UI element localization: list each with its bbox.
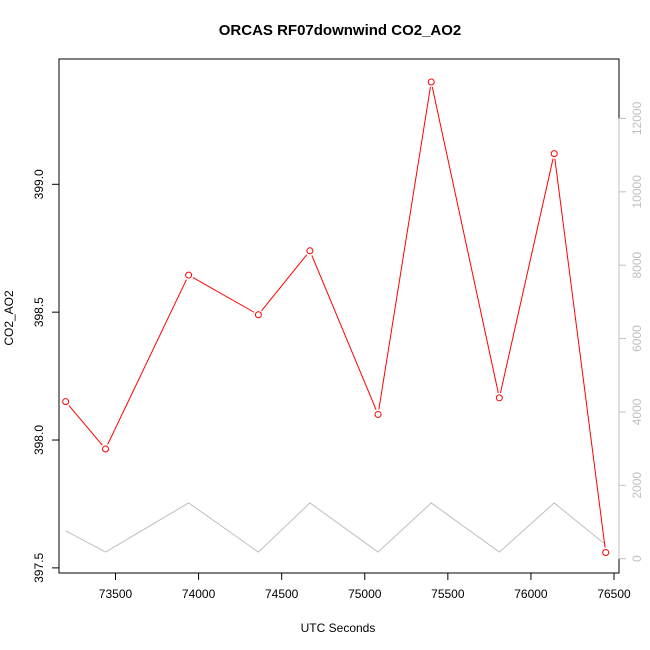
series-segment bbox=[192, 277, 255, 313]
data-point bbox=[62, 398, 70, 406]
y-axis-label: CO2_AO2 bbox=[2, 290, 16, 346]
series-segment bbox=[378, 86, 431, 410]
x-tick-label: 73500 bbox=[99, 587, 133, 601]
y2-tick-label: 10000 bbox=[630, 175, 644, 209]
y2-tick-label: 8000 bbox=[630, 252, 644, 279]
data-point bbox=[602, 549, 610, 557]
y2-tick-label: 4000 bbox=[630, 398, 644, 425]
series-layer bbox=[62, 78, 610, 557]
y2-tick-label: 12000 bbox=[630, 101, 644, 135]
x-tick-label: 76000 bbox=[514, 587, 548, 601]
y-tick-label: 398.0 bbox=[32, 425, 46, 455]
plot-frame bbox=[58, 58, 620, 574]
x-tick-label: 75500 bbox=[431, 587, 465, 601]
series-segment bbox=[68, 405, 103, 446]
series-segment bbox=[431, 86, 499, 394]
data-point bbox=[550, 150, 558, 158]
series-line-secondary bbox=[65, 502, 607, 553]
y2-tick-label: 2000 bbox=[630, 472, 644, 499]
y2-tick-label: 6000 bbox=[630, 325, 644, 352]
x-tick-label: 76500 bbox=[597, 587, 631, 601]
x-tick-label: 74000 bbox=[182, 587, 216, 601]
y2-tick-label: 0 bbox=[630, 555, 644, 562]
data-point bbox=[374, 410, 382, 418]
x-tick-label: 75000 bbox=[348, 587, 382, 601]
data-point bbox=[495, 394, 503, 402]
y-axis-right: 0 2000 4000 6000 8000 10000 12000 bbox=[618, 101, 644, 562]
data-point bbox=[185, 271, 193, 279]
data-point bbox=[306, 247, 314, 255]
data-point bbox=[427, 78, 435, 86]
x-axis-label: UTC Seconds bbox=[301, 621, 376, 635]
y-tick-label: 398.5 bbox=[32, 297, 46, 327]
series-segment bbox=[107, 279, 187, 445]
x-tick-label: 74500 bbox=[265, 587, 299, 601]
y-axis-left: 397.5 398.0 398.5 399.0 bbox=[32, 169, 60, 583]
series-segment bbox=[499, 158, 554, 394]
data-point bbox=[102, 445, 110, 453]
chart-title: ORCAS RF07downwind CO2_AO2 bbox=[219, 22, 462, 39]
y-tick-label: 399.0 bbox=[32, 169, 46, 199]
series-segment bbox=[311, 255, 377, 411]
y-tick-label: 397.5 bbox=[32, 553, 46, 583]
series-segment bbox=[261, 254, 308, 312]
series-segment bbox=[554, 158, 606, 548]
x-axis: 73500 74000 74500 75000 75500 76000 76500 bbox=[99, 572, 631, 601]
data-point bbox=[254, 311, 262, 319]
